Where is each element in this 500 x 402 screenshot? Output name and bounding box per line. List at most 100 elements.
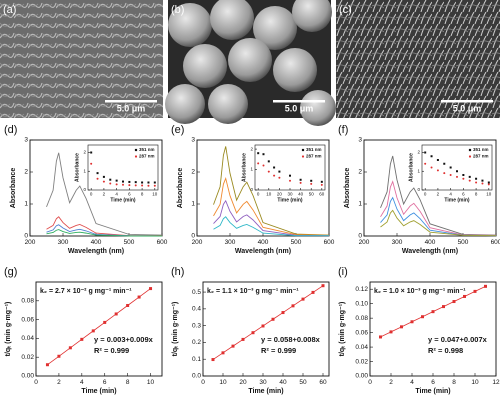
point — [68, 346, 72, 350]
point — [473, 289, 477, 293]
legend-label: 287 nm — [306, 154, 322, 159]
point — [481, 179, 484, 182]
point — [449, 174, 452, 176]
y-tick-label: 2 — [417, 150, 420, 155]
x-tick-label: 6 — [103, 379, 107, 386]
point — [301, 297, 305, 301]
x-tick-label: 10 — [471, 379, 479, 386]
y-tick-label: 0 — [83, 187, 86, 192]
panel-label: (f) — [338, 124, 348, 136]
y-tick-label: 1 — [358, 201, 362, 208]
x-tick-label: 300 — [58, 239, 69, 246]
y-tick-label: 3 — [358, 137, 362, 144]
y-tick-label: 0.00 — [21, 373, 34, 380]
y-axis-title: t/qₜ (min g·mg⁻¹) — [172, 302, 179, 357]
y-tick-label: 0 — [250, 187, 253, 192]
point — [462, 174, 465, 176]
x-tick-label: 40 — [298, 191, 304, 196]
point — [310, 179, 313, 182]
point — [431, 310, 435, 314]
y-tick-label: 0 — [191, 233, 195, 240]
point — [128, 184, 131, 187]
y-tick-label: 0.10 — [355, 300, 368, 307]
x-axis-title: Wavelength (nm) — [402, 248, 458, 255]
x-tick-label: 10 — [266, 191, 272, 196]
annotation: R² = 0.999 — [94, 346, 129, 355]
y-axis-title: Absorbance — [241, 153, 247, 182]
y-tick-label: 0.04 — [355, 344, 368, 351]
series-line — [213, 146, 330, 236]
point — [487, 183, 490, 186]
panel-label: (c) — [339, 4, 352, 16]
point — [45, 363, 49, 367]
point — [271, 317, 275, 321]
point — [436, 159, 439, 161]
point — [221, 351, 225, 355]
x-tick-label: 12 — [492, 379, 500, 386]
point — [463, 294, 466, 298]
annotation: y = 0.003+0.009x — [94, 335, 154, 344]
plot-area — [35, 281, 163, 377]
point — [103, 320, 107, 324]
x-tick-label: 2 — [103, 191, 106, 196]
x-tick-label: 30 — [287, 191, 293, 196]
point — [273, 166, 276, 169]
x-tick-label: 200 — [359, 239, 370, 246]
series-line — [46, 152, 163, 236]
y-tick-label: 0 — [24, 233, 28, 240]
y-tick-label: 3 — [24, 137, 28, 144]
x-tick-label: 8 — [126, 379, 130, 386]
annotation: R² = 0.998 — [428, 346, 463, 355]
point — [147, 184, 150, 187]
plot-area — [202, 281, 330, 377]
x-tick-label: 6 — [431, 379, 435, 386]
point — [311, 290, 315, 294]
point — [421, 315, 424, 319]
y-axis-title: Absorbance — [10, 168, 17, 209]
x-tick-label: 0 — [34, 379, 38, 386]
legend-marker — [134, 148, 138, 152]
panel-label: (d) — [4, 124, 17, 136]
x-tick-label: 500 — [458, 239, 469, 246]
point — [122, 180, 124, 183]
legend-label: 351 nm — [473, 147, 489, 152]
point — [90, 151, 93, 154]
series-line — [213, 176, 330, 236]
point — [424, 162, 427, 165]
point — [262, 153, 265, 156]
y-tick-label: 0.3 — [192, 322, 201, 329]
point — [241, 337, 245, 341]
series-line — [47, 288, 151, 366]
y-tick-label: 0.06 — [21, 316, 34, 323]
panel-label: (b) — [171, 4, 184, 16]
x-tick-label: 8 — [475, 191, 478, 196]
y-axis-title: t/qₜ (min g·mg⁻¹) — [5, 302, 12, 357]
y-tick-label: 0.02 — [355, 358, 368, 365]
point — [109, 182, 112, 185]
y-tick-label: 2 — [24, 169, 28, 176]
point — [320, 180, 323, 183]
point — [211, 358, 215, 362]
y-tick-label: 1 — [417, 168, 420, 173]
point — [289, 179, 291, 182]
legend-label: 287 nm — [473, 154, 489, 159]
annotation: y = 0.047+0.007x — [428, 335, 488, 344]
point — [267, 160, 270, 163]
point — [299, 181, 302, 184]
point — [267, 170, 270, 173]
point — [400, 325, 403, 329]
series-line — [380, 180, 497, 236]
point — [115, 179, 118, 182]
x-tick-label: 0 — [201, 379, 205, 386]
point — [262, 164, 265, 167]
point — [141, 181, 144, 184]
point — [278, 170, 281, 173]
chart: 0 2 4 6 8 10 0.00 0.02 0.04 0.06 0.08 Time (min) t/q… — [4, 266, 163, 395]
point — [299, 178, 302, 181]
x-tick-label: 300 — [392, 239, 403, 246]
point — [449, 166, 452, 169]
x-tick-label: 300 — [225, 239, 236, 246]
x-tick-label: 200 — [25, 239, 36, 246]
point — [320, 183, 323, 186]
